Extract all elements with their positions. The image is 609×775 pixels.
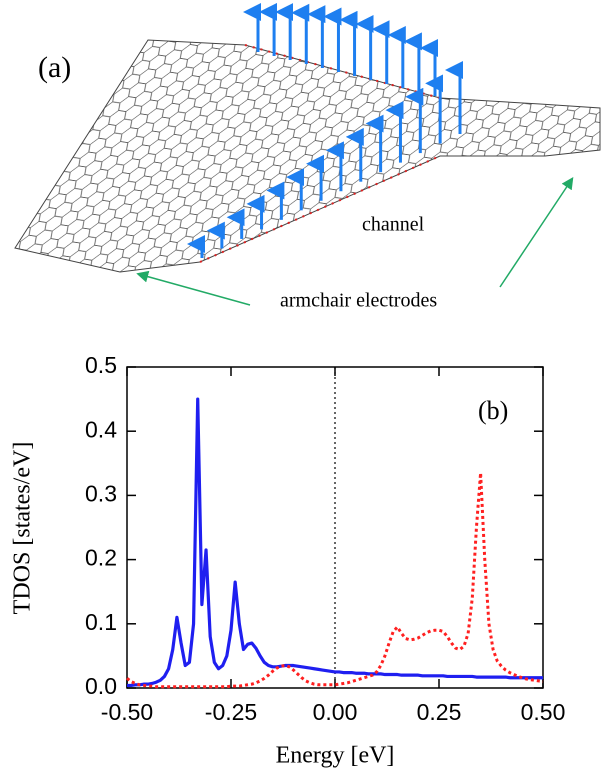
y-axis-label: TDOS [states/eV] [10, 442, 36, 615]
pointer-arrow [499, 177, 574, 288]
pointer-arrow [136, 270, 251, 306]
y-tick-label: 0.4 [85, 416, 117, 442]
y-tick-label: 0.1 [85, 609, 117, 635]
y-tick-label: 0.5 [85, 352, 117, 378]
panel-label: (a) [38, 51, 71, 84]
x-axis-label: Energy [eV] [276, 743, 395, 769]
annotation: (b) [478, 396, 508, 425]
y-tick-label: 0.2 [85, 545, 117, 571]
x-tick-label: -0.50 [101, 699, 153, 725]
x-tick-label: 0.50 [521, 699, 566, 725]
x-tick-label: 0.25 [417, 699, 462, 725]
y-tick-label: 0.3 [85, 480, 117, 506]
x-tick-label: 0.00 [313, 699, 358, 725]
channel-label: channel [362, 214, 425, 236]
series-line [127, 397, 543, 688]
graphene-sheet [14, 39, 601, 273]
x-tick-label: -0.25 [205, 699, 257, 725]
electrodes-label: armchair electrodes [280, 290, 437, 312]
y-tick-label: 0.0 [85, 673, 117, 699]
spin-arrows [187, 2, 463, 258]
